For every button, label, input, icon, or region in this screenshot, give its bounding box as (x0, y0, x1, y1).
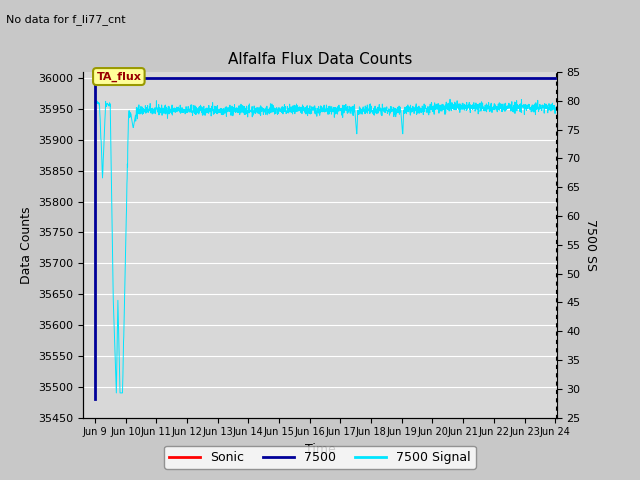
Text: TA_flux: TA_flux (97, 72, 141, 82)
Legend: Sonic, 7500, 7500 Signal: Sonic, 7500, 7500 Signal (164, 446, 476, 469)
Text: No data for f_li77_cnt: No data for f_li77_cnt (6, 14, 126, 25)
Title: Alfalfa Flux Data Counts: Alfalfa Flux Data Counts (228, 52, 412, 67)
Y-axis label: 7500 SS: 7500 SS (584, 219, 597, 271)
X-axis label: Time: Time (305, 443, 335, 456)
Y-axis label: Data Counts: Data Counts (20, 206, 33, 284)
